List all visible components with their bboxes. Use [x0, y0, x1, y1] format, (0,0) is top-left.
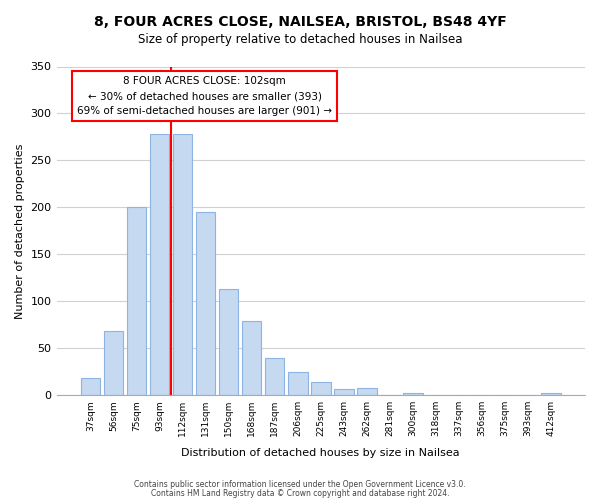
Text: 8 FOUR ACRES CLOSE: 102sqm
← 30% of detached houses are smaller (393)
69% of sem: 8 FOUR ACRES CLOSE: 102sqm ← 30% of deta… — [77, 76, 332, 116]
Bar — [357, 388, 377, 395]
Bar — [80, 378, 100, 395]
Bar — [242, 321, 262, 395]
Bar — [541, 394, 561, 395]
Bar — [127, 208, 146, 395]
X-axis label: Distribution of detached houses by size in Nailsea: Distribution of detached houses by size … — [181, 448, 460, 458]
Text: Contains HM Land Registry data © Crown copyright and database right 2024.: Contains HM Land Registry data © Crown c… — [151, 488, 449, 498]
Bar — [311, 382, 331, 395]
Bar — [104, 332, 123, 395]
Bar — [334, 388, 353, 395]
Bar — [149, 134, 169, 395]
Bar — [173, 134, 193, 395]
Text: 8, FOUR ACRES CLOSE, NAILSEA, BRISTOL, BS48 4YF: 8, FOUR ACRES CLOSE, NAILSEA, BRISTOL, B… — [94, 15, 506, 29]
Y-axis label: Number of detached properties: Number of detached properties — [15, 143, 25, 318]
Bar — [288, 372, 308, 395]
Bar — [403, 394, 423, 395]
Bar — [196, 212, 215, 395]
Text: Size of property relative to detached houses in Nailsea: Size of property relative to detached ho… — [138, 32, 462, 46]
Text: Contains public sector information licensed under the Open Government Licence v3: Contains public sector information licen… — [134, 480, 466, 489]
Bar — [219, 289, 238, 395]
Bar — [265, 358, 284, 395]
